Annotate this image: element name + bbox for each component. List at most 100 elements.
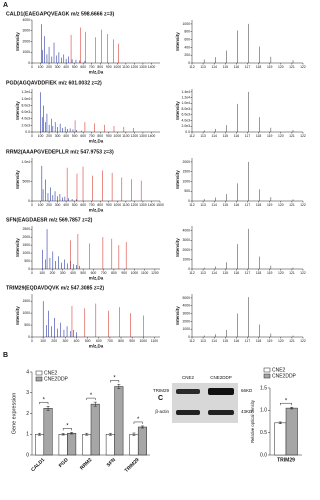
y-tick-label: 3000 — [182, 238, 190, 242]
legend-swatch — [35, 376, 43, 382]
x-tick-label: 500 — [85, 339, 91, 343]
y-tick-label: 2000 — [182, 160, 190, 164]
panel-label: B — [3, 352, 8, 359]
bar — [129, 434, 139, 456]
y-tick-label: 1.0e4 — [22, 97, 31, 101]
x-tick-label: 100 — [39, 271, 45, 275]
y-axis-label: Relative optical density — [250, 399, 255, 443]
x-tick-label: 119 — [267, 339, 273, 343]
x-tick-label: 121 — [289, 134, 295, 138]
y-tick-label: 0 — [26, 452, 29, 458]
x-tick-label: 119 — [267, 271, 273, 275]
x-tick-label: 1300 — [139, 65, 147, 69]
size-label: 43KD — [241, 409, 253, 414]
x-axis-label: m/z,Da — [89, 139, 104, 144]
significance-bracket — [62, 428, 72, 431]
y-tick-label: 1000 — [182, 327, 190, 331]
x-tick-label: 121 — [289, 65, 295, 69]
x-tick-label: 1200 — [131, 203, 139, 207]
x-tick-label: 116 — [234, 271, 240, 275]
x-tick-label: 0 — [31, 339, 33, 343]
y-tick-label: 1000 — [182, 22, 190, 26]
x-tick-label: 112 — [189, 339, 195, 343]
y-tick-label: 8.0e3 — [182, 107, 191, 111]
x-tick-label: 112 — [189, 203, 195, 207]
x-tick-label: 113 — [200, 339, 206, 343]
bar — [105, 434, 115, 456]
x-tick-label: 120 — [278, 65, 284, 69]
row-label: TRIM29 — [153, 388, 170, 393]
x-tick-label: 1000 — [114, 203, 122, 207]
x-tick-label: 400 — [70, 271, 76, 275]
western-blot: CNE2 CNE2DDP TRIM29 β-actin 66KD 43KD — [153, 375, 253, 423]
y-axis-label: Intensity — [175, 32, 180, 51]
y-tick-label: 2000 — [182, 319, 190, 323]
x-tick-label: 115 — [223, 65, 229, 69]
x-tick-label: 800 — [97, 134, 103, 138]
lane-label: CNE2DDP — [210, 375, 232, 380]
y-tick-label: 1.5 — [260, 385, 267, 391]
y-tick-label: 1000 — [22, 50, 30, 54]
y-tick-label: 4000 — [182, 304, 190, 308]
x-tick-label: 700 — [101, 271, 107, 275]
y-tick-label: 3 — [26, 390, 29, 396]
x-tick-label: 100 — [38, 203, 44, 207]
x-tick-label: 600 — [80, 134, 86, 138]
y-tick-label: 4.0e3 — [182, 118, 191, 122]
y-tick-label: 0.0 — [260, 452, 267, 458]
x-tick-label: SFN — [106, 457, 118, 469]
x-tick-label: 1000 — [114, 134, 122, 138]
y-tick-label: 0.5 — [260, 430, 267, 436]
x-tick-label: 1100 — [141, 271, 148, 275]
x-tick-label: 700 — [89, 134, 95, 138]
size-label: 66KD — [241, 388, 253, 393]
bar — [43, 408, 53, 456]
y-tick-label: 0 — [188, 267, 190, 271]
bar — [58, 434, 68, 456]
x-tick-label: 1100 — [122, 65, 129, 69]
x-tick-label: 121 — [289, 203, 295, 207]
y-axis-label: Intensity — [15, 32, 20, 51]
spectrum-title: RRM2(AAAPGVEDEPLLR m/z 547.9753 z=3) — [6, 149, 114, 155]
significance-mark: * — [113, 376, 116, 382]
y-axis-label: Intensity — [175, 238, 180, 257]
legend-swatch — [263, 373, 271, 379]
x-tick-label: 119 — [267, 203, 273, 207]
error-bar — [38, 432, 42, 436]
y-tick-label: 6.0e3 — [22, 110, 31, 114]
significance-bracket — [39, 401, 49, 405]
x-tick-label: 114 — [211, 271, 217, 275]
y-tick-label: 5000 — [22, 179, 30, 183]
bar — [285, 407, 298, 456]
error-bar — [70, 432, 74, 435]
error-bar — [46, 405, 50, 411]
panel-label: C — [158, 395, 163, 402]
x-tick-label: 117 — [245, 339, 251, 343]
x-tick-label: 0 — [31, 65, 33, 69]
significance-bracket — [86, 397, 96, 401]
x-tick-label: 0 — [31, 271, 33, 275]
y-tick-label: 8.0e3 — [22, 103, 31, 107]
x-tick-label: 120 — [278, 271, 284, 275]
x-tick-label: 1400 — [148, 65, 156, 69]
x-tick-label: 117 — [245, 271, 251, 275]
y-tick-label: 600 — [184, 37, 190, 41]
x-tick-label: 1200 — [131, 65, 139, 69]
y-tick-label: 2000 — [22, 235, 30, 239]
x-tick-label: 115 — [223, 203, 229, 207]
y-axis-label: Gene expression — [11, 393, 17, 435]
spectrum-title: SFN(EAGDAESR m/z 569.7857 z=2) — [6, 217, 93, 223]
significance-mark: * — [137, 417, 140, 423]
legend-label: CNE2DDP — [44, 376, 69, 382]
x-axis-label: m/z,Da — [89, 208, 104, 213]
x-tick-label: 1300 — [139, 134, 147, 138]
x-tick-label: 117 — [245, 203, 251, 207]
y-tick-label: 2.0e3 — [22, 123, 31, 127]
error-bar — [61, 433, 65, 436]
x-tick-label: 112 — [189, 271, 195, 275]
x-tick-label: 800 — [97, 203, 103, 207]
x-tick-label: 121 — [289, 271, 295, 275]
y-tick-label: 1 — [26, 432, 29, 438]
spectrum-title: TRIM29(EQDAVDQVK m/z 547.3085 z=2) — [6, 285, 104, 291]
x-tick-label: 115 — [223, 134, 229, 138]
